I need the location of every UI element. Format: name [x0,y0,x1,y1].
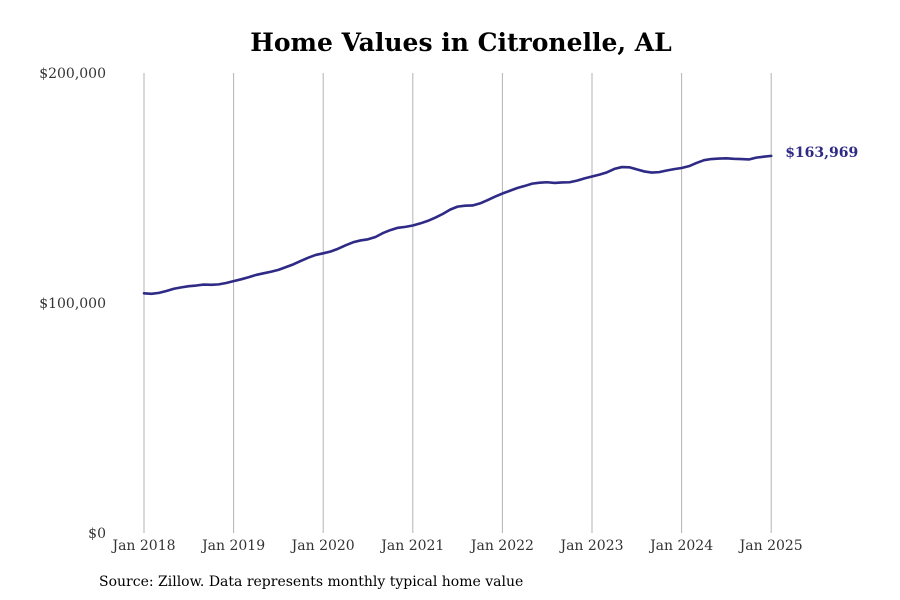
label-layer: $163,969 [785,145,858,161]
grid-lines [143,73,772,533]
source-note: Source: Zillow. Data represents monthly … [99,574,524,590]
y-axis-ticks: $0 $100,000 $200,000 [39,66,106,542]
x-tick-label-6: Jan 2024 [648,538,713,554]
end-value-label: $163,969 [785,145,858,161]
y-tick-label-1: $100,000 [39,296,106,312]
chart-title: Home Values in Citronelle, AL [250,28,672,57]
y-tick-label-2: $200,000 [39,66,106,82]
series-layer [142,154,773,296]
x-tick-label-3: Jan 2021 [379,538,444,554]
x-tick-label-1: Jan 2019 [200,538,265,554]
x-tick-label-5: Jan 2023 [558,538,623,554]
x-tick-label-0: Jan 2018 [110,538,175,554]
x-tick-label-4: Jan 2022 [469,538,534,554]
y-tick-label-0: $0 [88,526,106,542]
series-line-0 [142,154,773,296]
x-tick-label-2: Jan 2020 [290,538,355,554]
x-tick-label-7: Jan 2025 [738,538,803,554]
x-axis-ticks: Jan 2018 Jan 2019 Jan 2020 Jan 2021 Jan 2022… [110,538,802,554]
